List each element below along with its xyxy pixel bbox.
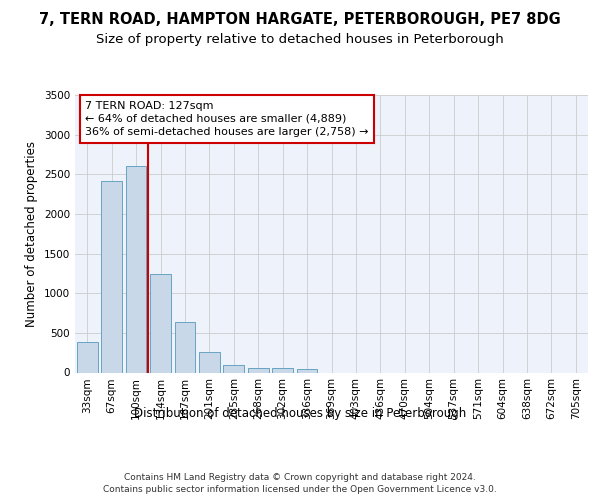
Bar xyxy=(296,370,317,372)
Bar xyxy=(77,342,98,372)
Bar xyxy=(248,368,269,372)
Text: 7, TERN ROAD, HAMPTON HARGATE, PETERBOROUGH, PE7 8DG: 7, TERN ROAD, HAMPTON HARGATE, PETERBORO… xyxy=(39,12,561,28)
Bar xyxy=(101,182,122,372)
Bar xyxy=(223,366,244,372)
Bar xyxy=(272,368,293,372)
Bar xyxy=(199,352,220,372)
Text: Size of property relative to detached houses in Peterborough: Size of property relative to detached ho… xyxy=(96,32,504,46)
Bar xyxy=(125,166,146,372)
Bar xyxy=(150,274,171,372)
Y-axis label: Number of detached properties: Number of detached properties xyxy=(25,141,38,327)
Bar xyxy=(175,322,196,372)
Text: Distribution of detached houses by size in Peterborough: Distribution of detached houses by size … xyxy=(134,408,466,420)
Text: Contains HM Land Registry data © Crown copyright and database right 2024.
Contai: Contains HM Land Registry data © Crown c… xyxy=(103,472,497,494)
Text: 7 TERN ROAD: 127sqm
← 64% of detached houses are smaller (4,889)
36% of semi-det: 7 TERN ROAD: 127sqm ← 64% of detached ho… xyxy=(85,100,369,137)
